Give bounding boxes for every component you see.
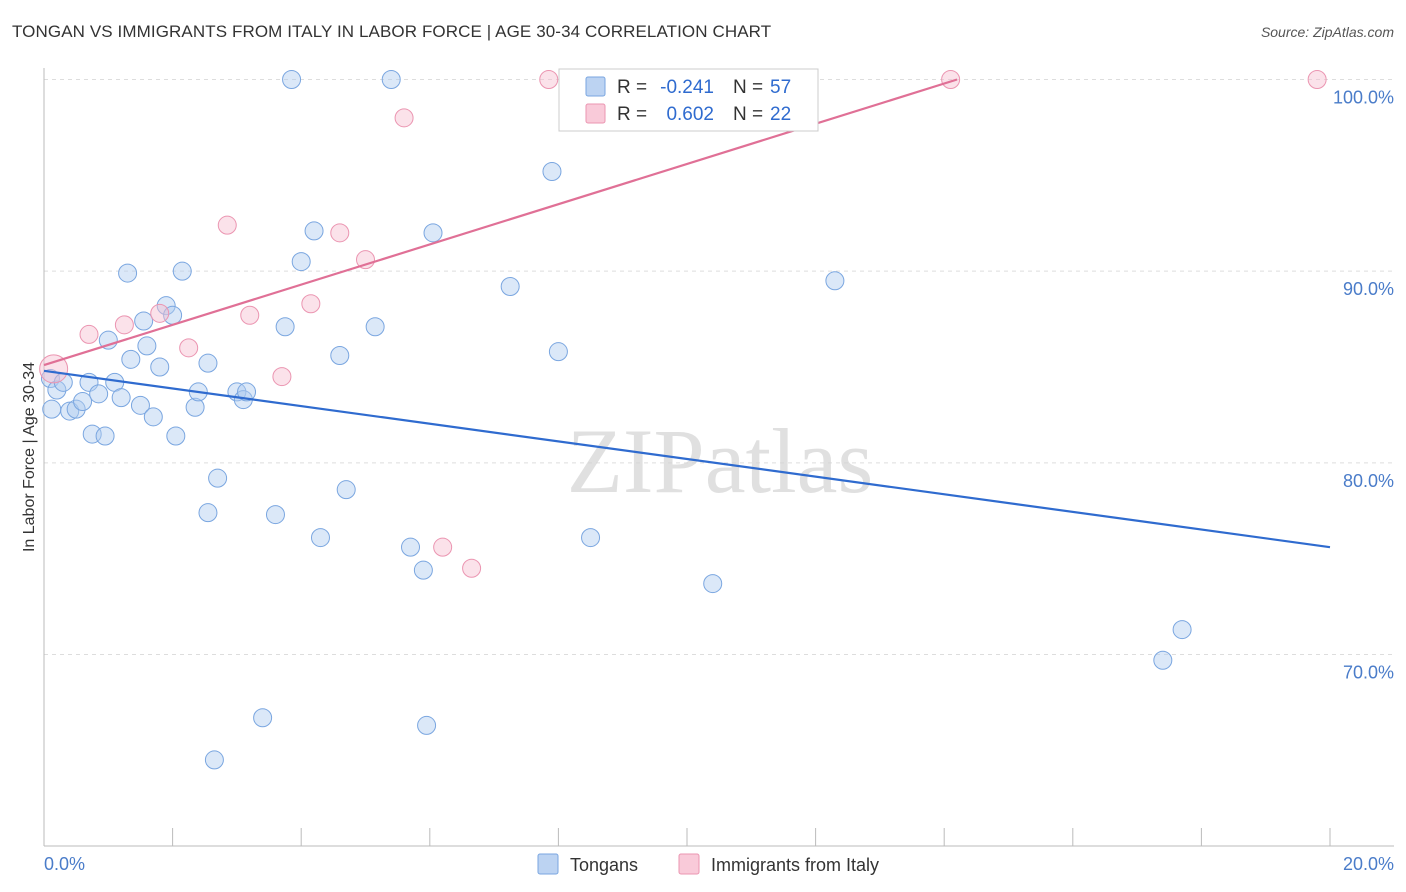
axes bbox=[43, 68, 1394, 847]
point-tongans-40 bbox=[310, 528, 330, 548]
chart-title: TONGAN VS IMMIGRANTS FROM ITALY IN LABOR… bbox=[12, 22, 772, 41]
x-tick-label-min: 0.0% bbox=[44, 854, 85, 874]
point-italy-21 bbox=[1307, 70, 1327, 89]
point-tongans-2 bbox=[47, 380, 67, 400]
point-tongans-41 bbox=[330, 346, 350, 365]
point-tongans-25 bbox=[185, 397, 205, 417]
legend-swatch-italy bbox=[585, 103, 606, 124]
y-tick-label-70: 70.0% bbox=[1343, 663, 1394, 683]
point-tongans-24 bbox=[172, 261, 192, 281]
point-italy-12 bbox=[433, 537, 453, 557]
watermark: ZIPatlas bbox=[567, 410, 874, 512]
point-tongans-56 bbox=[1172, 620, 1192, 640]
point-italy-6 bbox=[240, 305, 260, 325]
point-tongans-29 bbox=[208, 468, 228, 488]
point-tongans-39 bbox=[304, 221, 324, 241]
chart-source: Source: ZipAtlas.com bbox=[1260, 24, 1394, 40]
x-tick-label-max: 20.0% bbox=[1343, 854, 1394, 874]
point-italy-14 bbox=[539, 70, 559, 89]
point-tongans-53 bbox=[703, 574, 723, 594]
legend-r-value-tongans: -0.241 bbox=[660, 77, 714, 98]
legend-r-label-2: R = bbox=[617, 104, 647, 125]
point-tongans-33 bbox=[237, 382, 257, 402]
point-tongans-30 bbox=[204, 750, 224, 770]
point-tongans-18 bbox=[137, 336, 157, 356]
point-tongans-16 bbox=[130, 395, 150, 415]
grid-lines bbox=[44, 79, 1394, 655]
point-tongans-48 bbox=[423, 223, 443, 243]
point-tongans-21 bbox=[156, 296, 176, 316]
point-tongans-47 bbox=[417, 715, 437, 735]
point-italy-0 bbox=[39, 354, 69, 384]
legend-bottom-swatch-italy bbox=[678, 853, 700, 875]
y-axis-title: In Labor Force | Age 30-34 bbox=[21, 362, 38, 552]
y-tick-labels: 70.0% 80.0% 90.0% 100.0% bbox=[1333, 88, 1394, 683]
legend-r-label-1: R = bbox=[617, 77, 647, 98]
point-tongans-14 bbox=[118, 263, 138, 283]
point-tongans-15 bbox=[121, 349, 141, 369]
point-italy-13 bbox=[462, 558, 482, 578]
point-tongans-5 bbox=[66, 399, 86, 419]
legend-n-label-2: N = bbox=[733, 104, 763, 125]
point-tongans-17 bbox=[134, 311, 154, 331]
point-tongans-19 bbox=[143, 407, 163, 427]
point-tongans-27 bbox=[198, 353, 218, 373]
point-italy-8 bbox=[301, 294, 321, 314]
point-tongans-38 bbox=[291, 252, 311, 272]
point-tongans-13 bbox=[111, 388, 131, 408]
point-tongans-42 bbox=[336, 480, 356, 500]
point-tongans-49 bbox=[500, 277, 520, 296]
legend-n-value-italy: 22 bbox=[770, 104, 791, 125]
point-tongans-34 bbox=[253, 708, 273, 728]
point-italy-5 bbox=[217, 215, 237, 235]
point-tongans-10 bbox=[95, 426, 115, 446]
point-tongans-1 bbox=[42, 399, 62, 419]
point-italy-4 bbox=[179, 338, 199, 358]
legend-r-value-italy: 0.602 bbox=[666, 104, 714, 125]
point-tongans-45 bbox=[401, 537, 421, 557]
point-italy-3 bbox=[150, 303, 170, 323]
correlation-legend: R = -0.241 N = 57 R = 0.602 N = 22 bbox=[558, 68, 819, 132]
legend-swatch-tongans bbox=[585, 76, 606, 97]
y-tick-label-90: 90.0% bbox=[1343, 279, 1394, 299]
trend-line-italy bbox=[43, 78, 958, 367]
point-tongans-51 bbox=[548, 342, 568, 362]
point-tongans-28 bbox=[198, 503, 218, 523]
point-italy-2 bbox=[114, 315, 134, 335]
point-tongans-4 bbox=[60, 401, 80, 421]
point-tongans-37 bbox=[282, 70, 302, 89]
point-tongans-44 bbox=[381, 70, 401, 89]
point-tongans-46 bbox=[413, 560, 433, 580]
point-tongans-54 bbox=[825, 271, 845, 291]
point-italy-1 bbox=[79, 324, 99, 344]
point-italy-7 bbox=[272, 367, 292, 387]
point-tongans-52 bbox=[581, 528, 601, 548]
legend-n-value-tongans: 57 bbox=[770, 77, 791, 98]
point-tongans-35 bbox=[265, 505, 285, 525]
point-tongans-20 bbox=[150, 357, 170, 377]
y-tick-label-100: 100.0% bbox=[1333, 88, 1394, 108]
legend-n-label-1: N = bbox=[733, 77, 763, 98]
x-ticks bbox=[172, 828, 1331, 846]
legend-bottom-label-tongans: Tongans bbox=[570, 855, 638, 875]
legend-bottom-swatch-tongans bbox=[537, 853, 559, 875]
series-legend: Tongans Immigrants from Italy bbox=[537, 853, 879, 875]
point-tongans-55 bbox=[1153, 650, 1173, 670]
point-italy-11 bbox=[394, 108, 414, 128]
point-tongans-6 bbox=[73, 392, 93, 411]
point-tongans-50 bbox=[542, 162, 562, 181]
point-italy-9 bbox=[330, 223, 350, 243]
point-tongans-36 bbox=[275, 317, 295, 337]
point-tongans-9 bbox=[89, 384, 109, 404]
trend-line-tongans bbox=[43, 369, 1331, 549]
y-tick-label-80: 80.0% bbox=[1343, 471, 1394, 491]
point-tongans-43 bbox=[365, 317, 385, 337]
legend-bottom-label-italy: Immigrants from Italy bbox=[711, 855, 879, 875]
point-tongans-23 bbox=[166, 426, 186, 446]
